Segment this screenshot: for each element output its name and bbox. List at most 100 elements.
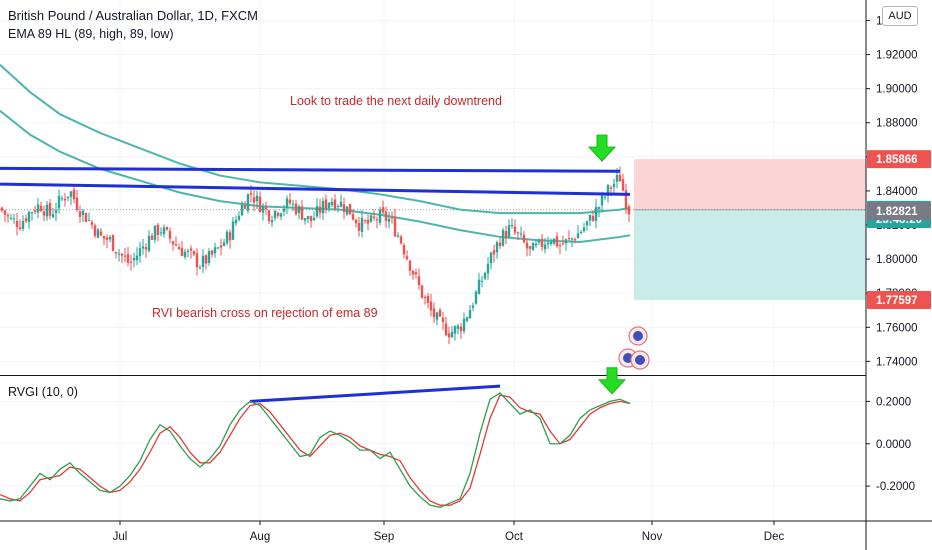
candle-body — [462, 318, 466, 332]
candle-body — [15, 220, 19, 228]
candle-body — [45, 204, 49, 217]
candle-body — [597, 207, 601, 210]
candle-body — [255, 195, 259, 202]
candles — [0, 166, 631, 345]
candle-body — [3, 210, 7, 215]
candle-body — [153, 225, 157, 240]
time-tick-label: Sep — [374, 531, 394, 543]
candle-body — [387, 218, 391, 222]
event-icon-dot — [635, 355, 645, 365]
note-bottom: RVI bearish cross on rejection of ema 89 — [152, 306, 378, 320]
risk-reward-zones — [0, 159, 866, 301]
event-icon-dot — [633, 331, 643, 341]
candle-body — [27, 211, 31, 223]
candle-body — [435, 312, 439, 320]
candle-body — [0, 207, 4, 211]
candle-body — [384, 211, 388, 221]
candle-body — [474, 291, 478, 304]
candle-body — [471, 305, 475, 308]
candle-body — [612, 183, 616, 188]
candle-body — [9, 217, 13, 219]
price-tick-label: 1.88000 — [876, 118, 918, 130]
candle-body — [273, 210, 277, 218]
candle-body — [180, 248, 184, 256]
candle-body — [306, 216, 310, 219]
symbol-title[interactable]: British Pound / Australian Dollar, 1D, F… — [8, 8, 258, 23]
candle-body — [366, 219, 370, 224]
time-tick-label: Aug — [250, 531, 270, 543]
price-marker-label: 1.77597 — [876, 295, 918, 307]
candle-body — [216, 247, 220, 249]
candle-body — [237, 215, 241, 220]
candle-body — [429, 301, 433, 311]
candle-body — [231, 221, 235, 240]
candle-body — [132, 258, 136, 261]
candle-body — [627, 206, 631, 215]
price-marker-bg — [867, 150, 931, 169]
candle-body — [291, 203, 295, 205]
candle-body — [420, 285, 424, 298]
candle-body — [297, 206, 301, 213]
candle-body — [333, 199, 337, 209]
candle-body — [423, 296, 427, 298]
candle-body — [12, 218, 16, 220]
candle-body — [267, 210, 271, 222]
candle-body — [438, 309, 442, 317]
time-axis[interactable]: Jul Aug Sep Oct Nov Dec — [113, 521, 785, 543]
candle-body — [84, 213, 88, 222]
candle-body — [240, 204, 244, 216]
candle-body — [537, 239, 541, 243]
currency-button[interactable]: AUD — [882, 6, 918, 26]
candle-body — [114, 251, 118, 254]
time-tick-label: Jul — [113, 531, 128, 543]
candle-body — [375, 219, 379, 221]
rvgi-main-line — [0, 392, 631, 508]
rvgi-legend[interactable]: RVGI (10, 0) — [8, 385, 78, 399]
candle-body — [411, 270, 415, 275]
candle-body — [192, 251, 196, 255]
candle-body — [258, 196, 262, 212]
candle-body — [534, 243, 538, 246]
candle-body — [555, 236, 559, 247]
event-icons[interactable] — [618, 326, 650, 370]
candle-body — [144, 247, 148, 250]
candle-body — [252, 197, 256, 203]
candle-body — [609, 187, 613, 189]
candle-body — [522, 234, 526, 243]
candle-body — [405, 256, 409, 259]
candle-body — [567, 238, 571, 240]
candle-body — [396, 235, 400, 237]
target-zone — [634, 209, 866, 301]
candle-body — [261, 205, 265, 213]
candle-body — [345, 206, 349, 215]
candle-body — [453, 326, 457, 334]
price-marker-stop: 1.85866 — [867, 150, 931, 169]
price-tick-label: 1.90000 — [876, 84, 918, 96]
candle-body — [417, 276, 421, 286]
candle-body — [108, 237, 112, 240]
candle-body — [24, 218, 28, 222]
candle-body — [111, 235, 115, 251]
candle-body — [72, 189, 76, 200]
candle-body — [303, 218, 307, 221]
time-tick-label: Nov — [642, 531, 663, 543]
candle-body — [600, 195, 604, 206]
candle-body — [210, 250, 214, 255]
candle-body — [360, 217, 364, 232]
candle-body — [378, 209, 382, 223]
candle-body — [234, 219, 238, 224]
price-tick-label: 1.76000 — [876, 322, 918, 334]
price-axis[interactable]: 1.740001.760001.780001.800001.820001.840… — [866, 15, 918, 493]
candle-body — [264, 207, 268, 210]
candle-body — [315, 206, 319, 217]
candle-body — [459, 326, 463, 332]
candle-body — [552, 238, 556, 244]
candle-body — [177, 246, 181, 250]
candle-body — [507, 225, 511, 237]
trendlines — [0, 166, 631, 403]
indicator-legend[interactable]: EMA 89 HL (89, high, 89, low) — [8, 27, 174, 41]
candle-body — [408, 260, 412, 271]
candle-body — [30, 212, 34, 214]
candle-body — [402, 245, 406, 255]
candle-body — [270, 220, 274, 223]
